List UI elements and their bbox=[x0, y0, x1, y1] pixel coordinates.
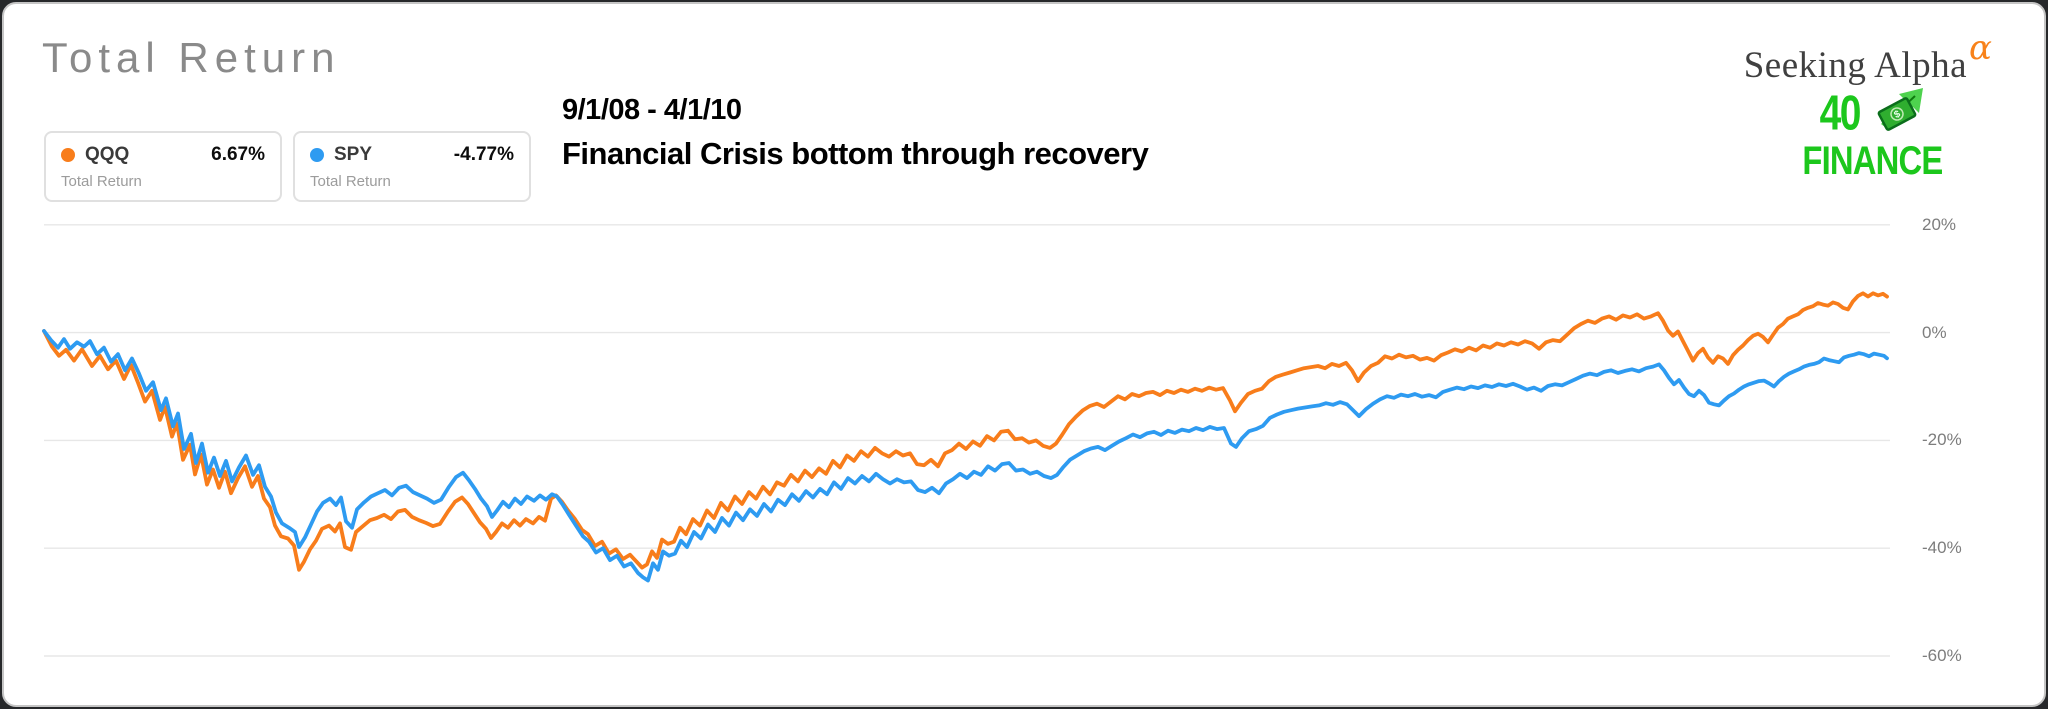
spy-sublabel: Total Return bbox=[310, 173, 391, 190]
qqq-return-value: 6.67% bbox=[211, 144, 265, 165]
qqq-series-line[interactable] bbox=[42, 291, 1889, 572]
chart-date-range: 9/1/08 - 4/1/10 bbox=[562, 94, 742, 126]
spy-return-value: -4.77% bbox=[453, 144, 514, 165]
forty-finance-text: FINANCE bbox=[1802, 139, 1944, 183]
spy-series-dot-icon bbox=[310, 148, 324, 162]
forty-finance-logo: 40 $ FINANCE bbox=[1787, 88, 1958, 181]
y-axis-tick-label: -60% bbox=[1922, 646, 1962, 665]
y-axis-tick-label: 0% bbox=[1922, 322, 1947, 342]
spy-ticker: SPY bbox=[334, 144, 373, 165]
spy-series-line[interactable] bbox=[42, 329, 1889, 583]
y-axis-tick-label: -20% bbox=[1922, 430, 1962, 450]
legend-card-qqq[interactable]: QQQ 6.67% Total Return bbox=[44, 131, 282, 202]
qqq-series-dot-icon bbox=[61, 148, 75, 162]
y-axis-tick-label: -40% bbox=[1922, 538, 1962, 558]
seeking-alpha-logo: Seeking Alphaα bbox=[1744, 28, 1992, 87]
forty-finance-number: 40 bbox=[1819, 85, 1861, 141]
page-title: Total Return bbox=[42, 34, 341, 81]
qqq-sublabel: Total Return bbox=[61, 173, 142, 190]
legend: QQQ 6.67% Total Return SPY -4.77% Total … bbox=[44, 131, 531, 202]
qqq-ticker: QQQ bbox=[85, 144, 130, 165]
money-arrow-icon: $ bbox=[1871, 84, 1931, 138]
legend-card-spy[interactable]: SPY -4.77% Total Return bbox=[293, 131, 531, 202]
y-axis-tick-label: 20% bbox=[1922, 214, 1957, 234]
total-return-line-chart[interactable] bbox=[4, 4, 2046, 707]
chart-heading: 9/1/08 - 4/1/10 Financial Crisis bottom … bbox=[562, 94, 1149, 172]
seeking-alpha-wordmark: Seeking Alpha bbox=[1743, 45, 1968, 86]
alpha-symbol-icon: α bbox=[1969, 28, 1992, 68]
dollar-sign-glyph: $ bbox=[1893, 109, 1903, 122]
chart-description: Financial Crisis bottom through recovery bbox=[562, 136, 1149, 171]
